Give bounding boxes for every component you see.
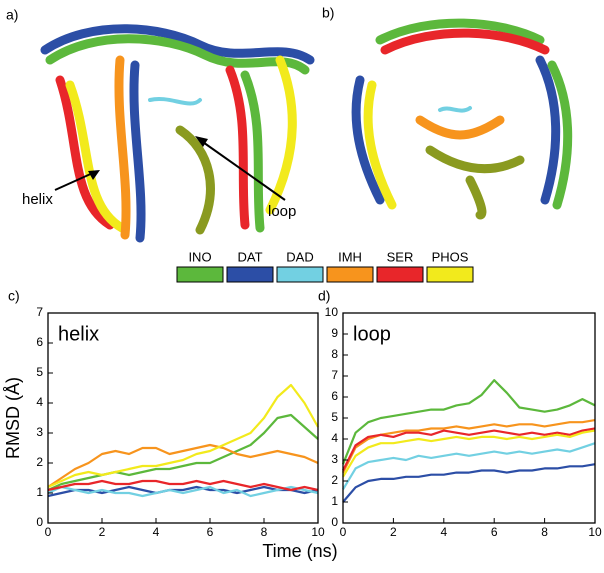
legend-swatch xyxy=(226,266,274,283)
x-tick-label: 8 xyxy=(261,525,268,539)
y-tick-label: 2 xyxy=(36,455,43,469)
y-tick-label: 0 xyxy=(36,515,43,529)
plot-annotation: loop xyxy=(353,323,391,345)
protein-render-b xyxy=(351,18,573,220)
legend-swatch xyxy=(376,266,424,283)
y-tick-label: 4 xyxy=(331,431,338,445)
legend-label: SER xyxy=(387,249,414,264)
series-line xyxy=(342,463,596,503)
plot-frame xyxy=(47,312,319,524)
y-tick-label: 7 xyxy=(36,305,43,319)
arrow xyxy=(54,171,96,191)
y-tick-label: 7 xyxy=(331,368,338,382)
x-tick-label: 2 xyxy=(99,525,106,539)
legend-label: DAT xyxy=(237,249,262,264)
series-line xyxy=(342,419,596,474)
series-line xyxy=(47,479,319,492)
legend-swatch xyxy=(176,266,224,283)
x-tick-label: 4 xyxy=(153,525,160,539)
y-axis-label: RMSD (Å) xyxy=(3,377,23,459)
legend-label: PHOS xyxy=(432,249,469,264)
x-tick-label: 6 xyxy=(491,525,498,539)
y-tick-label: 4 xyxy=(36,395,43,409)
x-axis-label: Time (ns) xyxy=(262,541,337,561)
x-tick-label: 8 xyxy=(541,525,548,539)
y-tick-label: 8 xyxy=(331,347,338,361)
annotation: helix xyxy=(22,191,53,208)
y-tick-label: 5 xyxy=(36,365,43,379)
y-tick-label: 10 xyxy=(325,305,339,319)
y-tick-label: 6 xyxy=(36,335,43,349)
x-tick-label: 0 xyxy=(340,525,347,539)
annotation: loop xyxy=(268,203,296,220)
series-line xyxy=(47,485,319,498)
panel-label: a) xyxy=(6,7,18,23)
y-tick-label: 1 xyxy=(331,494,338,508)
arrow-head xyxy=(88,170,100,180)
legend-swatch xyxy=(326,266,374,283)
y-tick-label: 2 xyxy=(331,473,338,487)
legend-label: DAD xyxy=(286,249,313,264)
series-line xyxy=(47,383,319,489)
legend-label: IMH xyxy=(338,249,362,264)
x-tick-label: 0 xyxy=(45,525,52,539)
series-line xyxy=(341,379,596,465)
series-line xyxy=(342,442,596,490)
legend-swatch xyxy=(276,266,324,283)
y-tick-label: 9 xyxy=(331,326,338,340)
panel-label: c) xyxy=(8,288,20,304)
y-tick-label: 3 xyxy=(331,452,338,466)
series-line xyxy=(342,427,596,471)
legend-label: INO xyxy=(188,249,211,264)
y-tick-label: 3 xyxy=(36,425,43,439)
y-tick-label: 1 xyxy=(36,485,43,499)
series-line xyxy=(47,485,319,498)
panel-label: b) xyxy=(322,5,334,21)
series-line xyxy=(47,413,319,492)
y-tick-label: 5 xyxy=(331,410,338,424)
y-tick-label: 0 xyxy=(331,515,338,529)
protein-render-a xyxy=(40,24,315,243)
series-line xyxy=(342,429,596,478)
series-line xyxy=(47,443,319,488)
arrow xyxy=(199,139,286,201)
legend-swatch xyxy=(426,266,474,283)
x-tick-label: 6 xyxy=(207,525,214,539)
x-tick-label: 4 xyxy=(440,525,447,539)
y-tick-label: 6 xyxy=(331,389,338,403)
x-tick-label: 2 xyxy=(390,525,397,539)
x-tick-label: 10 xyxy=(588,525,602,539)
panel-label: d) xyxy=(318,288,330,304)
arrow-head xyxy=(195,136,208,147)
plot-annotation: helix xyxy=(58,323,99,345)
x-tick-label: 10 xyxy=(311,525,325,539)
